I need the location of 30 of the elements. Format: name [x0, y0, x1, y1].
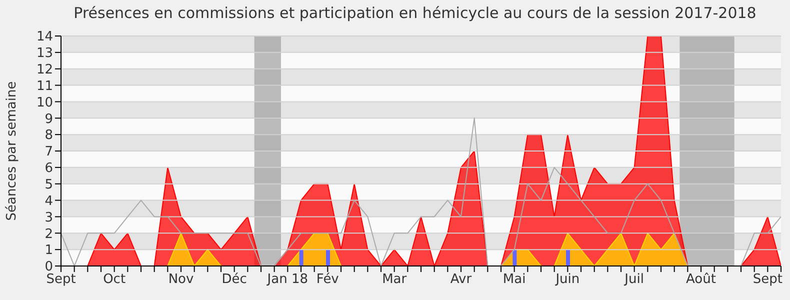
x-tick-label: Juil [624, 272, 644, 288]
x-tick-label: Sept [752, 272, 782, 288]
x-tick-label: Fév [316, 272, 340, 288]
y-tick-label: 2 [44, 226, 53, 242]
x-tick-label: Déc [222, 272, 247, 288]
y-tick-label: 11 [36, 78, 53, 94]
y-axis-title: Séances par semaine [4, 81, 20, 221]
y-tick-label: 1 [44, 243, 53, 258]
y-tick-label: 7 [44, 144, 53, 160]
x-tick-label: Mai [502, 272, 526, 288]
y-tick-label: 4 [44, 194, 53, 209]
y-tick-label: 5 [44, 177, 53, 192]
x-tick-label: Août [686, 272, 716, 288]
y-tick-label: 10 [36, 95, 53, 110]
y-tick-label: 8 [44, 128, 53, 144]
x-tick-label: Oct [103, 272, 126, 288]
y-tick-label: 9 [44, 112, 53, 127]
x-tick-label: Mar [382, 272, 408, 288]
chart-title: Présences en commissions et participation en hémicycle au cours de la session 2017-2018 [72, 4, 758, 22]
y-tick-label: 12 [36, 62, 53, 78]
x-tick-label: Jan 18 [266, 272, 308, 288]
y-tick-label: 3 [44, 210, 53, 226]
y-tick-label: 13 [36, 46, 53, 62]
x-tick-label: Nov [168, 272, 194, 288]
y-tick-label: 0 [44, 260, 53, 275]
x-tick-label: Juin [554, 272, 580, 288]
y-tick-label: 14 [36, 30, 53, 45]
x-tick-label: Sept [46, 272, 76, 288]
y-tick-label: 6 [44, 161, 53, 176]
x-tick-label: Avr [450, 272, 472, 288]
